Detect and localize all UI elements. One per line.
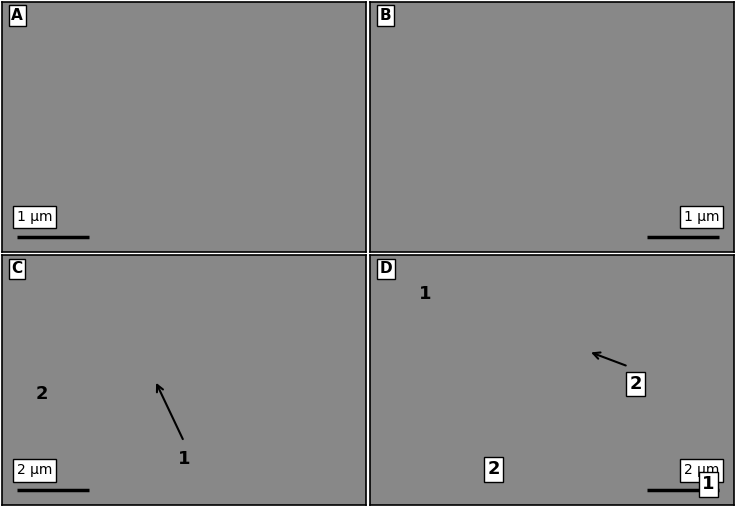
Text: 1: 1 [702, 476, 715, 493]
Text: 2: 2 [487, 460, 500, 479]
Text: 1: 1 [419, 285, 431, 303]
Text: 2 μm: 2 μm [684, 463, 719, 478]
Text: 1 μm: 1 μm [684, 210, 719, 224]
Text: 1 μm: 1 μm [17, 210, 52, 224]
Text: 2: 2 [629, 375, 642, 393]
Text: D: D [379, 261, 392, 276]
Text: 1: 1 [178, 450, 190, 468]
Text: C: C [11, 261, 22, 276]
Text: A: A [11, 8, 23, 23]
Text: 2 μm: 2 μm [17, 463, 52, 478]
Text: 2: 2 [36, 385, 49, 403]
Text: B: B [379, 8, 391, 23]
